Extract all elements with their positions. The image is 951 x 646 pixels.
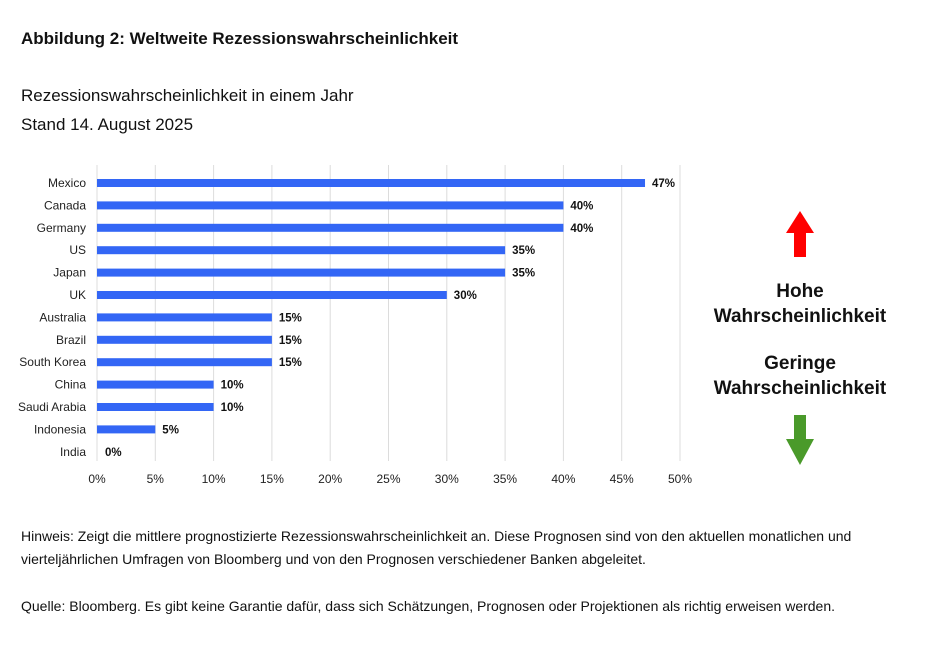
bar [97, 425, 156, 434]
bar [97, 223, 564, 232]
data-label: 30% [454, 290, 477, 302]
category-label: China [55, 378, 87, 392]
chart-title: Rezessionswahrscheinlichkeit in einem Ja… [21, 86, 354, 105]
x-tick-label: 5% [147, 472, 165, 486]
bar [97, 268, 506, 277]
figure-label: Abbildung 2: Weltweite Rezessionswahrsch… [21, 29, 459, 48]
arrow-down-icon [786, 415, 814, 465]
data-label: 35% [512, 268, 535, 280]
bar [97, 201, 564, 210]
data-label: 40% [570, 223, 593, 235]
x-tick-label: 15% [260, 472, 284, 486]
data-label: 15% [279, 357, 302, 369]
data-label: 47% [652, 178, 675, 190]
category-label: Japan [53, 266, 86, 280]
bar [97, 179, 646, 187]
category-label: India [60, 445, 86, 459]
data-label: 15% [279, 335, 302, 347]
chart-subtitle: Stand 14. August 2025 [21, 115, 194, 134]
category-label: Saudi Arabia [18, 400, 86, 414]
category-label: US [69, 243, 86, 257]
data-label: 10% [221, 402, 244, 414]
category-label: Germany [37, 221, 86, 235]
bar [97, 313, 272, 322]
category-label: Indonesia [34, 422, 86, 436]
bar [97, 358, 272, 367]
x-tick-label: 30% [435, 472, 459, 486]
bar [97, 403, 214, 411]
legend: Hohe Wahrscheinlichkeit Geringe Wahrsche… [700, 205, 900, 467]
x-tick-label: 0% [88, 472, 106, 486]
x-tick-label: 25% [376, 472, 400, 486]
data-label: 15% [279, 312, 302, 324]
legend-high: Hohe Wahrscheinlichkeit [713, 281, 887, 327]
data-label: 40% [570, 200, 593, 212]
bar [97, 380, 214, 389]
x-tick-label: 10% [202, 472, 226, 486]
bar [97, 291, 447, 299]
data-label: 5% [162, 424, 179, 436]
x-tick-label: 50% [668, 472, 692, 486]
x-tick-label: 20% [318, 472, 342, 486]
category-label: Canada [44, 198, 86, 212]
note: Hinweis: Zeigt die mittlere prognostizie… [21, 528, 852, 567]
bar [97, 246, 506, 255]
bar-chart: 0% 5% 10% 15% 20% 25% 30% 35% 40% 45% 50% Mexico 47%… [18, 165, 692, 486]
bar [97, 335, 272, 344]
category-label: Australia [39, 310, 86, 324]
source: Quelle: Bloomberg. Es gibt keine Garanti… [21, 598, 836, 614]
data-label: 0% [105, 447, 122, 459]
category-label: Brazil [56, 333, 86, 347]
category-label: UK [69, 288, 86, 302]
data-label: 10% [221, 380, 244, 392]
x-tick-label: 45% [610, 472, 634, 486]
arrow-up-icon [786, 211, 814, 257]
data-label: 35% [512, 245, 535, 257]
category-label: Mexico [48, 176, 86, 190]
x-tick-label: 40% [551, 472, 575, 486]
category-label: South Korea [19, 355, 86, 369]
legend-low: Geringe Wahrscheinlichkeit [713, 353, 887, 399]
x-tick-label: 35% [493, 472, 517, 486]
